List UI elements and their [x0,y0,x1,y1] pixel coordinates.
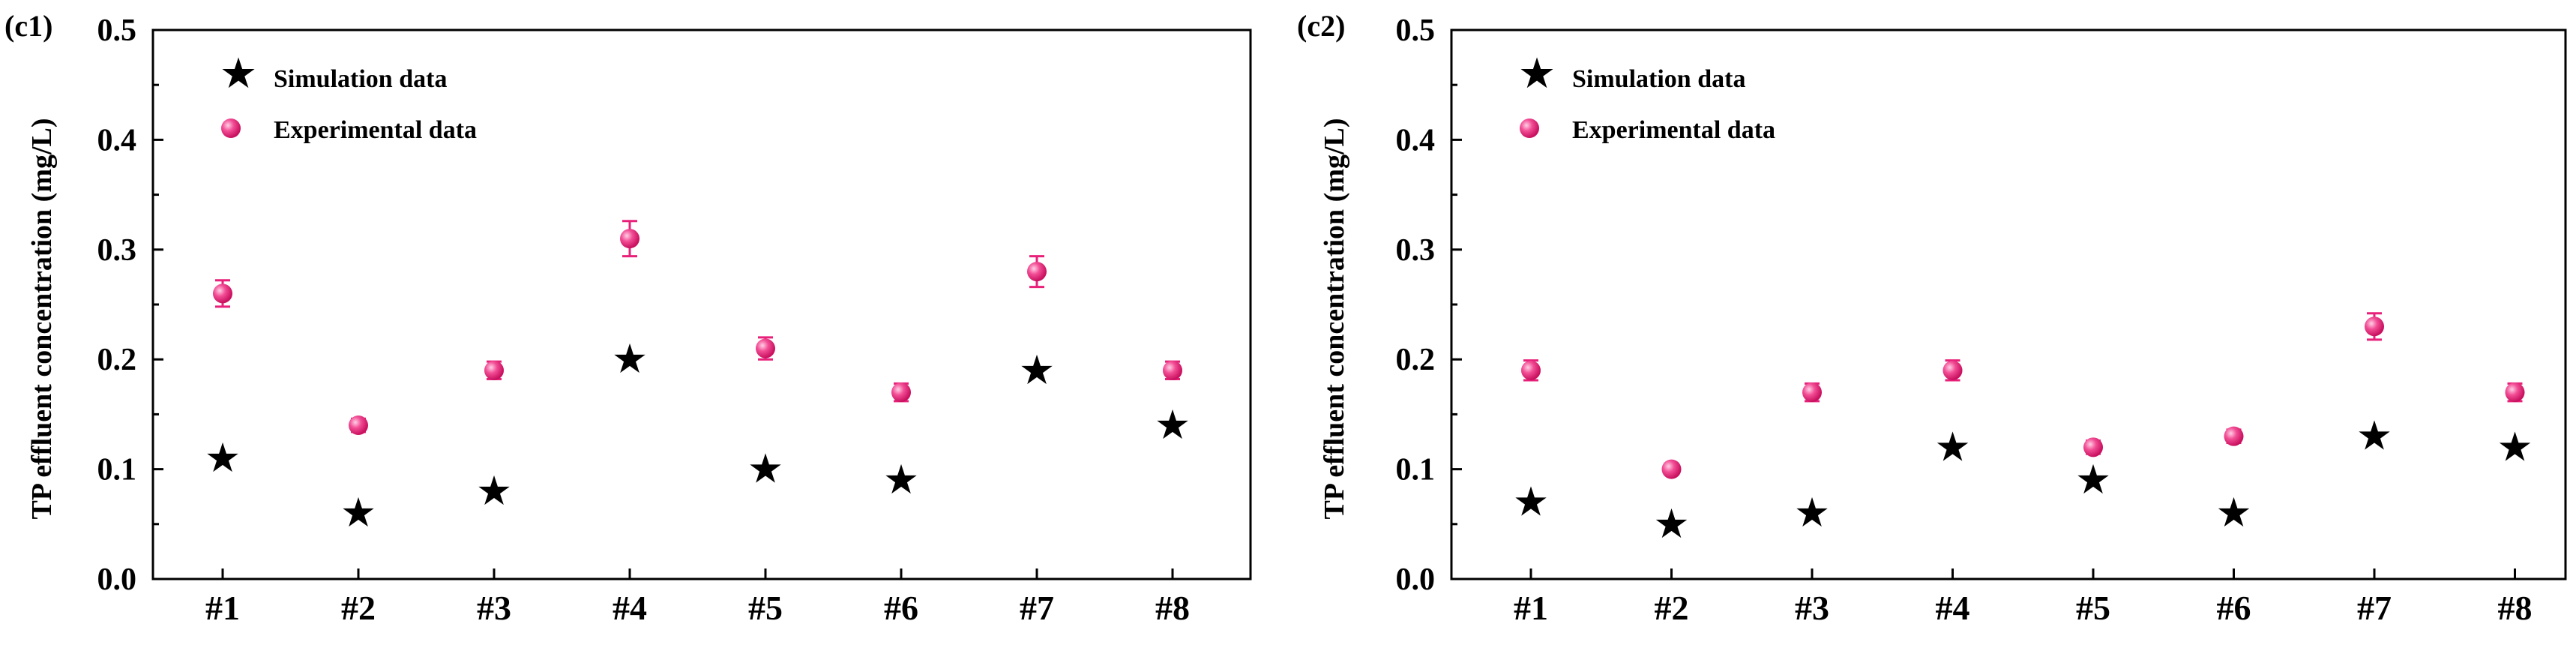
sphere-icon [891,382,911,403]
error-bars [215,220,1180,434]
x-tick-label: #3 [1795,589,1829,627]
x-tick-label: #1 [1514,589,1548,627]
x-tick-label: #6 [884,589,918,627]
x-tick-label: #8 [2498,589,2533,627]
simulation-series: ★ ★ ★ ★ ★ ★ ★ ★ [1514,417,2531,544]
x-axis: #1 #2 #3 #4 #5 #6 #7 #8 [205,568,1190,627]
y-axis: 0.0 0.1 0.2 0.3 0.4 0.5 [97,14,163,597]
y-tick-label: 0.3 [97,233,137,268]
legend-star-icon: ★ [222,52,256,94]
x-tick-label: #2 [1655,589,1689,627]
x-tick-label: #5 [748,589,783,627]
sphere-icon [1942,360,1963,380]
star-icon: ★ [342,494,374,533]
y-tick-label: 0.2 [97,343,137,377]
sphere-icon [2224,426,2244,446]
x-tick-label: #7 [1020,589,1054,627]
plot-frame [151,28,1252,580]
sphere-icon [349,416,368,436]
y-tick-label: 0.0 [1396,562,1436,597]
sphere-icon [1163,360,1182,380]
sphere-icon [1661,459,1682,479]
legend-star-icon: ★ [1520,52,1554,94]
x-tick-label: #2 [341,589,376,627]
y-tick-label: 0.5 [1396,14,1436,48]
sphere-icon [2083,437,2103,458]
panel-label: (c2) [1297,9,1345,43]
x-tick-label: #6 [2217,589,2251,627]
sphere-icon [756,338,775,358]
star-icon: ★ [1655,505,1688,544]
x-tick-label: #8 [1155,589,1190,627]
star-icon: ★ [613,340,645,380]
star-icon: ★ [749,450,781,490]
x-tick-label: #5 [2076,589,2110,627]
sphere-icon [1802,382,1822,403]
star-icon: ★ [1156,406,1188,446]
sphere-icon [484,360,504,380]
y-axis-label: TP effluent concentration (mg/L) [1319,118,1350,519]
star-icon: ★ [2218,494,2250,533]
legend-sphere-icon [221,118,241,138]
plot-frame [1450,28,2567,580]
x-axis: #1 #2 #3 #4 #5 #6 #7 #8 [1514,568,2533,627]
experimental-series [213,229,1182,436]
star-icon: ★ [2499,428,2531,467]
star-icon: ★ [1796,494,1828,533]
y-tick-label: 0.1 [97,453,137,488]
x-tick-label: #4 [1936,589,1970,627]
star-icon: ★ [2077,460,2109,500]
legend-label-simulation: Simulation data [1572,65,1745,93]
sphere-icon [2505,382,2525,403]
y-axis: 0.0 0.1 0.2 0.3 0.4 0.5 [1396,14,1462,597]
legend-label-simulation: Simulation data [274,65,447,93]
y-tick-label: 0.0 [97,562,137,597]
chart-panel-c2: (c2) TP effluent concentration (mg/L) 0.… [1297,9,2567,627]
legend-label-experimental: Experimental data [1572,116,1775,144]
star-icon: ★ [1020,351,1053,391]
x-tick-label: #4 [613,589,647,627]
sphere-icon [2365,316,2384,337]
sphere-icon [213,284,232,304]
legend-label-experimental: Experimental data [274,116,477,144]
legend: ★ Simulation data Experimental data [1520,52,1775,144]
star-icon: ★ [206,439,238,478]
y-tick-label: 0.5 [97,14,137,48]
y-tick-label: 0.3 [1396,233,1436,268]
sphere-icon [620,229,640,249]
star-icon: ★ [885,460,917,500]
x-tick-label: #7 [2357,589,2392,627]
panel-label: (c1) [4,9,52,43]
y-tick-label: 0.1 [1396,453,1436,488]
chart-panel-c1: (c1) TP effluent concentration (mg/L) 0.… [4,9,1252,627]
experimental-series [1521,316,2525,479]
legend-sphere-icon [1520,118,1539,138]
star-icon: ★ [478,472,510,512]
x-tick-label: #3 [477,589,511,627]
y-tick-label: 0.4 [1396,123,1436,158]
legend: ★ Simulation data Experimental data [221,52,477,144]
sphere-icon [1521,360,1541,380]
x-tick-label: #1 [205,589,240,627]
simulation-series: ★ ★ ★ ★ ★ ★ ★ ★ [206,340,1188,533]
y-tick-label: 0.2 [1396,343,1436,377]
star-icon: ★ [1936,428,1969,467]
star-icon: ★ [2358,417,2390,457]
y-tick-label: 0.4 [97,123,137,158]
star-icon: ★ [1514,483,1547,523]
y-axis-label: TP effluent concentration (mg/L) [26,118,58,519]
sphere-icon [1027,262,1047,282]
